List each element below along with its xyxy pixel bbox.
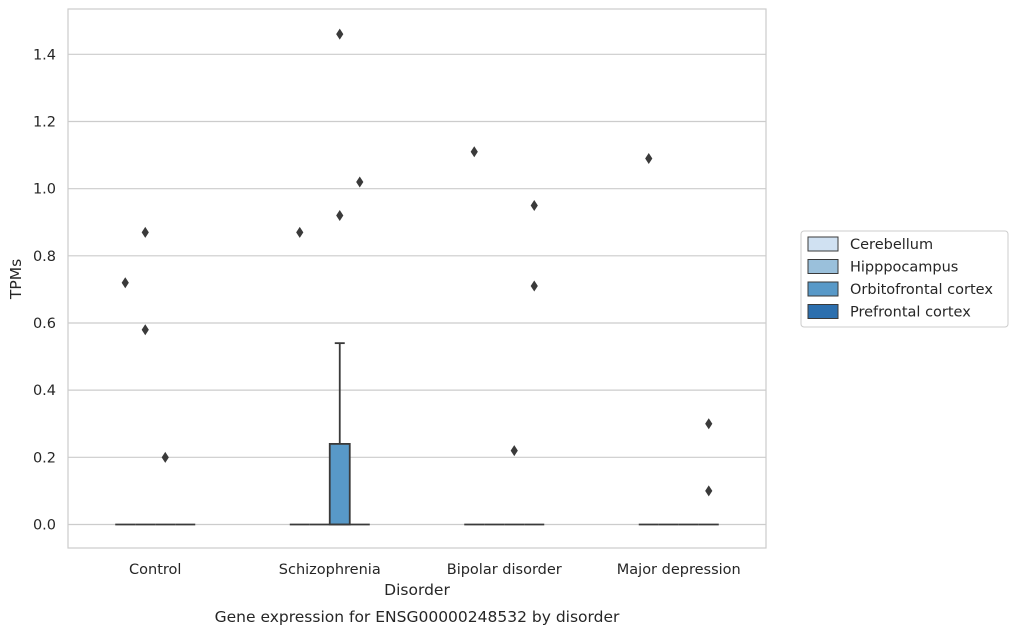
y-tick-label: 0.0 (33, 517, 56, 533)
y-axis-title: TPMs (7, 259, 25, 300)
legend-swatch (807, 281, 839, 297)
outlier-point (356, 176, 364, 188)
plot-frame (67, 8, 767, 549)
y-tick-label: 1.2 (33, 115, 56, 131)
x-tick-label: Major depression (617, 562, 741, 578)
y-tick-label: 0.6 (33, 316, 56, 332)
outlier-point (296, 226, 304, 238)
legend-swatch (807, 259, 839, 274)
outlier-point (530, 199, 538, 211)
outlier-point (336, 210, 344, 222)
outlier-point (705, 485, 713, 497)
outlier-point (121, 277, 129, 289)
y-tick-label: 0.2 (33, 450, 56, 466)
outlier-point (645, 152, 653, 164)
y-tick-label: 0.4 (33, 383, 56, 399)
legend-swatch (807, 236, 839, 252)
legend-label: Hipppocampus (850, 260, 958, 276)
grid-lines (68, 53, 766, 526)
chart-caption: Gene expression for ENSG00000248532 by d… (215, 608, 620, 626)
box-body (328, 442, 351, 526)
outlier-point (336, 28, 344, 40)
legend-label: Cerebellum (850, 237, 933, 253)
x-tick-label: Schizophrenia (279, 562, 381, 578)
legend: Cerebellum Hipppocampus Orbitofrontal cort… (800, 230, 1009, 328)
legend-label: Prefrontal cortex (850, 305, 971, 321)
x-tick-label: Control (129, 562, 181, 578)
y-tick-label: 1.4 (33, 47, 56, 63)
outlier-point (470, 146, 478, 158)
boxes (115, 342, 719, 526)
outlier-point (510, 445, 518, 457)
legend-label: Orbitofrontal cortex (850, 282, 993, 298)
y-tick-label: 0.8 (33, 249, 56, 265)
y-tick-labels: 0.0 0.2 0.4 0.6 0.8 1.0 1.2 1.4 (33, 47, 56, 533)
outlier-point (141, 226, 149, 238)
outlier-point (530, 280, 538, 292)
outlier-point (141, 324, 149, 336)
legend-frame (800, 230, 1009, 328)
y-tick-label: 1.0 (33, 182, 56, 198)
x-tick-label: Bipolar disorder (447, 562, 562, 578)
x-tick-labels: Control Schizophrenia Bipolar disorder Majo… (129, 562, 741, 578)
outlier-point (705, 418, 713, 430)
box-orbitofrontal-cortex (328, 342, 351, 526)
x-axis-title: Disorder (384, 581, 450, 599)
outlier-points (121, 28, 713, 497)
outlier-point (161, 451, 169, 463)
legend-swatch (807, 304, 839, 319)
